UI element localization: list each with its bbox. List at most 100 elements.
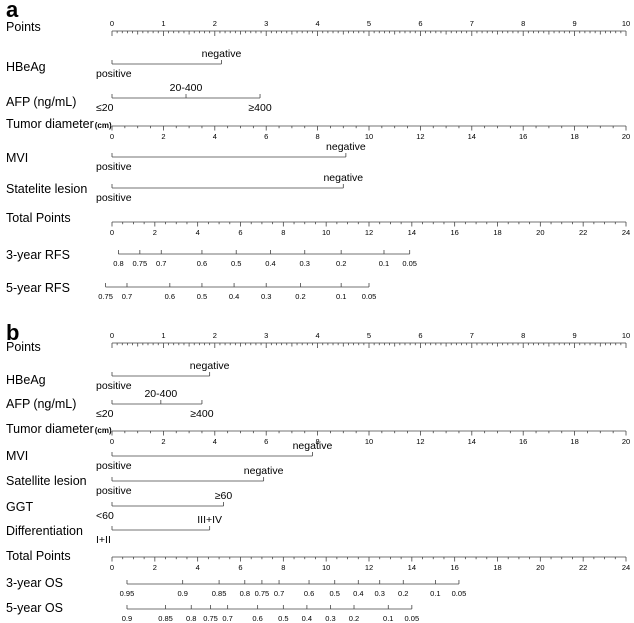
- level-label-positive: positive: [96, 460, 132, 472]
- prob-tick-label: 0.7: [222, 614, 232, 623]
- row-label: AFP (ng/mL): [6, 95, 76, 109]
- tick-label: 6: [264, 437, 268, 446]
- tick-label: 3: [264, 19, 268, 28]
- level-label-20: ≤20: [96, 102, 114, 114]
- row-label: MVI: [6, 449, 28, 463]
- tick-label: 0: [110, 19, 114, 28]
- prob-tick-label: 0.9: [177, 589, 187, 598]
- tick-label: 8: [281, 563, 285, 572]
- level-label-20: ≤20: [96, 408, 114, 420]
- prob-tick-label: 0.1: [430, 589, 440, 598]
- tick-label: 10: [622, 19, 630, 28]
- tick-label: 20: [622, 437, 630, 446]
- prob-tick-label: 0.75: [98, 292, 113, 301]
- tick-label: 14: [468, 437, 476, 446]
- tick-label: 5: [367, 19, 371, 28]
- prob-tick-label: 0.7: [274, 589, 284, 598]
- prob-tick-label: 0.2: [349, 614, 359, 623]
- tick-label: 4: [196, 563, 200, 572]
- tick-label: 16: [519, 437, 527, 446]
- prob-tick-label: 0.5: [197, 292, 207, 301]
- prob-tick-label: 0.75: [255, 589, 270, 598]
- prob-tick-label: 0.3: [374, 589, 384, 598]
- prob-tick-label: 0.6: [252, 614, 262, 623]
- tick-label: 14: [408, 228, 416, 237]
- panel-letter-b: b: [6, 320, 19, 345]
- row-tumor-diameter: Tumor diameter(cm)0 2 4 6 8 10 12 14 16 18 20: [6, 117, 630, 141]
- prob-tick-label: 0.95: [120, 589, 135, 598]
- prob-tick-label: 0.75: [203, 614, 218, 623]
- row-mvi: MVI positive negative: [6, 141, 366, 173]
- row-points: Points 0 1 2 3 4 5 6 7 8 9 10: [6, 19, 630, 36]
- tick-label: 12: [416, 132, 424, 141]
- row-5-year-os: 5-year OS 0.9 0.85 0.8 0.75 0.7 0.6 0.5 0.4 0.3 0.…: [6, 601, 419, 623]
- row-differentiation: Differentiation I+II III+IV: [6, 514, 222, 546]
- prob-tick-label: 0.75: [133, 259, 148, 268]
- row-hbeag: HBeAg positive negative: [6, 360, 230, 392]
- prob-tick-label: 0.3: [325, 614, 335, 623]
- prob-tick-label: 0.4: [353, 589, 363, 598]
- prob-tick-label: 0.4: [229, 292, 239, 301]
- prob-tick-label: 0.05: [362, 292, 377, 301]
- tick-label: 14: [408, 563, 416, 572]
- prob-tick-label: 0.05: [405, 614, 420, 623]
- level-label-positive: positive: [96, 68, 132, 80]
- tick-label: 22: [579, 563, 587, 572]
- tick-label: 4: [213, 437, 217, 446]
- tick-label: 20: [536, 228, 544, 237]
- tick-label: 2: [153, 563, 157, 572]
- prob-tick-label: 0.3: [261, 292, 271, 301]
- tick-label: 4: [213, 132, 217, 141]
- prob-tick-label: 0.85: [212, 589, 227, 598]
- prob-tick-label: 0.05: [402, 259, 417, 268]
- prob-tick-label: 0.2: [398, 589, 408, 598]
- prob-tick-label: 0.8: [113, 259, 123, 268]
- row-3-year-os: 3-year OS 0.95 0.9 0.85 0.8 0.75 0.7 0.6 0.5 0.4 0…: [6, 576, 466, 598]
- tick-label: 4: [316, 331, 320, 340]
- tick-label: 4: [316, 19, 320, 28]
- row-label: MVI: [6, 151, 28, 165]
- tick-label: 16: [519, 132, 527, 141]
- tick-label: 16: [450, 563, 458, 572]
- row-label: Tumor diameter(cm): [6, 117, 112, 131]
- tick-label: 18: [493, 228, 501, 237]
- prob-tick-label: 0.4: [265, 259, 275, 268]
- level-label-i-ii: I+II: [96, 534, 111, 546]
- tick-label: 8: [521, 331, 525, 340]
- prob-tick-label: 0.4: [302, 614, 312, 623]
- row-label: Total Points: [6, 211, 71, 225]
- tick-label: 20: [622, 132, 630, 141]
- row-label-unit: (ng/mL): [33, 397, 76, 411]
- prob-tick-label: 0.9: [122, 614, 132, 623]
- tick-label: 6: [238, 228, 242, 237]
- tick-label: 10: [365, 132, 373, 141]
- prob-tick-label: 0.2: [336, 259, 346, 268]
- prob-tick-label: 0.6: [165, 292, 175, 301]
- tick-label: 14: [468, 132, 476, 141]
- level-label-negative: negative: [326, 141, 366, 153]
- tick-label: 10: [322, 563, 330, 572]
- row-label: AFP (ng/mL): [6, 397, 76, 411]
- prob-tick-label: 0.7: [122, 292, 132, 301]
- row-points: Points 0 1 2 3 4 5 6 7 8 9 10: [6, 331, 630, 354]
- row-label: Total Points: [6, 549, 71, 563]
- tick-label: 7: [470, 331, 474, 340]
- row-ggt: GGT <60 ≥60: [6, 490, 232, 522]
- level-label-negative: negative: [190, 360, 230, 372]
- tick-label: 6: [418, 331, 422, 340]
- row-label: HBeAg: [6, 60, 46, 74]
- row-label: 3-year OS: [6, 576, 63, 590]
- row-label: 5-year OS: [6, 601, 63, 615]
- tick-label: 10: [622, 331, 630, 340]
- tick-label: 0: [110, 563, 114, 572]
- tick-label: 9: [573, 331, 577, 340]
- row-afp: AFP(ng/mL) ≤20 20-400 ≥400: [6, 388, 214, 420]
- tick-label: 2: [213, 331, 217, 340]
- tick-label: 8: [521, 19, 525, 28]
- tick-label: 0: [110, 437, 114, 446]
- level-label-positive: positive: [96, 380, 132, 392]
- row-mvi: MVI positive negative: [6, 440, 332, 472]
- tick-label: 6: [238, 563, 242, 572]
- row-label: 3-year RFS: [6, 248, 70, 262]
